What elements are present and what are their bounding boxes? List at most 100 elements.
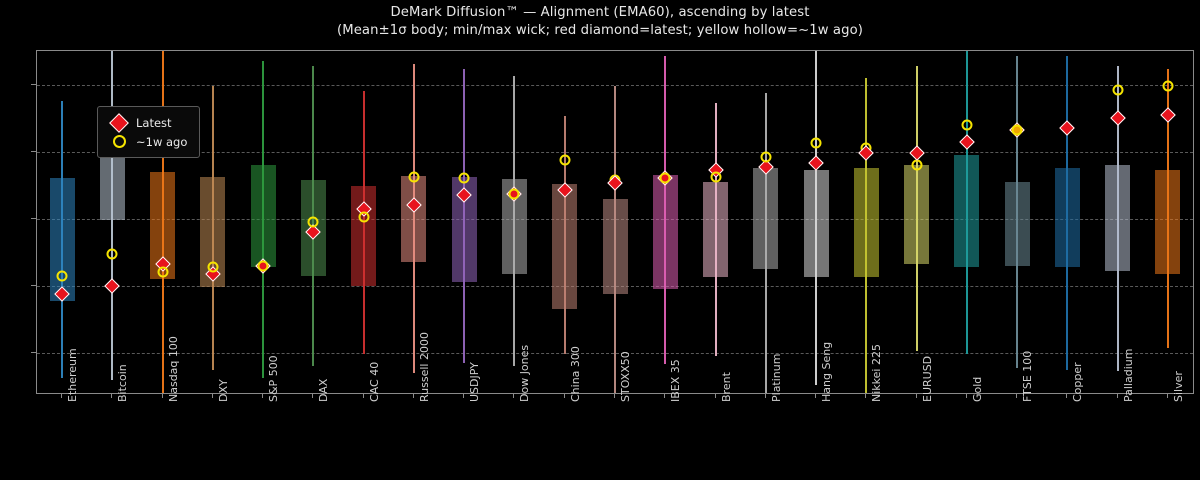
week-ago-marker[interactable] [408, 171, 419, 182]
legend-label-latest: Latest [136, 116, 172, 130]
week-ago-marker[interactable] [559, 154, 570, 165]
latest-marker[interactable] [909, 145, 925, 161]
bar-body[interactable] [1155, 170, 1180, 274]
bar-body[interactable] [552, 184, 577, 309]
x-axis-label: Brent [720, 372, 733, 402]
x-axis-label: Copper [1071, 362, 1084, 402]
week-ago-marker[interactable] [1162, 81, 1173, 92]
x-axis-label: DXY [217, 379, 230, 402]
bar-body[interactable] [100, 157, 125, 221]
week-ago-marker[interactable] [1012, 124, 1023, 135]
x-axis-tick [916, 394, 917, 398]
latest-marker[interactable] [105, 278, 121, 294]
x-axis-label: Silver [1172, 371, 1185, 402]
week-ago-marker[interactable] [1112, 84, 1123, 95]
week-ago-marker[interactable] [107, 248, 118, 259]
bar-body[interactable] [804, 170, 829, 277]
week-ago-marker[interactable] [760, 151, 771, 162]
week-ago-marker[interactable] [57, 270, 68, 281]
x-axis-tick [664, 394, 665, 398]
bar-body[interactable] [1055, 168, 1080, 267]
week-ago-marker[interactable] [157, 267, 168, 278]
x-axis-tick [765, 394, 766, 398]
week-ago-marker[interactable] [459, 173, 470, 184]
chart-legend[interactable]: Latest ~1w ago [97, 106, 200, 158]
x-axis-tick [614, 394, 615, 398]
week-ago-marker[interactable] [258, 260, 269, 271]
x-axis-label: FTSE 100 [1021, 351, 1034, 402]
x-axis-tick [513, 394, 514, 398]
week-ago-marker[interactable] [308, 217, 319, 228]
x-axis-label: Gold [971, 377, 984, 402]
x-axis-label: EURUSD [921, 356, 934, 402]
x-axis-label: Platinum [770, 354, 783, 402]
y-axis-tick [31, 84, 36, 85]
bar-body[interactable] [904, 165, 929, 264]
x-axis-tick [715, 394, 716, 398]
week-ago-marker[interactable] [710, 171, 721, 182]
x-axis-tick [61, 394, 62, 398]
x-axis-tick [815, 394, 816, 398]
week-ago-marker[interactable] [660, 173, 671, 184]
yellow-hollow-circle-icon [106, 135, 132, 148]
week-ago-marker[interactable] [811, 138, 822, 149]
x-axis-tick [111, 394, 112, 398]
y-axis-tick [31, 352, 36, 353]
x-axis-label: Nasdaq 100 [167, 336, 180, 402]
bar-body[interactable] [401, 176, 426, 263]
x-axis-tick [312, 394, 313, 398]
x-axis-label: Bitcoin [116, 364, 129, 402]
week-ago-marker[interactable] [509, 188, 520, 199]
x-axis-label: Nikkei 225 [870, 344, 883, 402]
latest-marker[interactable] [808, 156, 824, 172]
y-axis-tick [31, 285, 36, 286]
bar-body[interactable] [653, 175, 678, 289]
y-axis-tick [31, 151, 36, 152]
chart-figure: DeMark Diffusion™ — Alignment (EMA60), a… [0, 0, 1200, 480]
latest-marker[interactable] [1160, 107, 1176, 123]
x-axis-label: DAX [317, 379, 330, 402]
x-axis-tick [1167, 394, 1168, 398]
x-axis-tick [1016, 394, 1017, 398]
bar-body[interactable] [703, 182, 728, 278]
bar-body[interactable] [954, 155, 979, 267]
week-ago-marker[interactable] [961, 119, 972, 130]
x-axis-tick [1066, 394, 1067, 398]
x-axis-tick [262, 394, 263, 398]
week-ago-marker[interactable] [207, 262, 218, 273]
x-axis-tick [413, 394, 414, 398]
x-axis-tick [1117, 394, 1118, 398]
x-axis-label: Russell 2000 [418, 332, 431, 402]
week-ago-marker[interactable] [358, 211, 369, 222]
bar-body[interactable] [1005, 182, 1030, 266]
x-axis-tick [162, 394, 163, 398]
x-axis-label: USDJPY [468, 362, 481, 402]
x-axis-label: China 300 [569, 346, 582, 402]
x-axis-tick [564, 394, 565, 398]
bar-body[interactable] [50, 178, 75, 300]
bar-body[interactable] [251, 165, 276, 267]
x-axis-tick [212, 394, 213, 398]
latest-marker[interactable] [959, 134, 975, 150]
bar-body[interactable] [1105, 165, 1130, 271]
latest-marker[interactable] [1110, 110, 1126, 126]
x-axis-label: CAC 40 [368, 362, 381, 402]
bar-body[interactable] [603, 199, 628, 295]
bar-body[interactable] [753, 168, 778, 269]
x-axis-label: STOXX50 [619, 351, 632, 402]
y-axis-tick [31, 218, 36, 219]
bar-body[interactable] [854, 168, 879, 277]
legend-label-1w-ago: ~1w ago [136, 135, 187, 149]
legend-item-1w-ago: ~1w ago [106, 132, 187, 151]
plot-area: Latest ~1w ago [36, 50, 1194, 394]
x-axis-label: Palladium [1122, 349, 1135, 402]
x-axis-tick [865, 394, 866, 398]
x-axis-label: Dow Jones [518, 345, 531, 402]
x-axis-tick [463, 394, 464, 398]
chart-title: DeMark Diffusion™ — Alignment (EMA60), a… [0, 4, 1200, 39]
x-axis-label: Hang Seng [820, 342, 833, 402]
x-axis-tick [966, 394, 967, 398]
x-axis-label: IBEX 35 [669, 359, 682, 402]
red-diamond-icon [106, 116, 132, 130]
latest-marker[interactable] [1060, 120, 1076, 136]
